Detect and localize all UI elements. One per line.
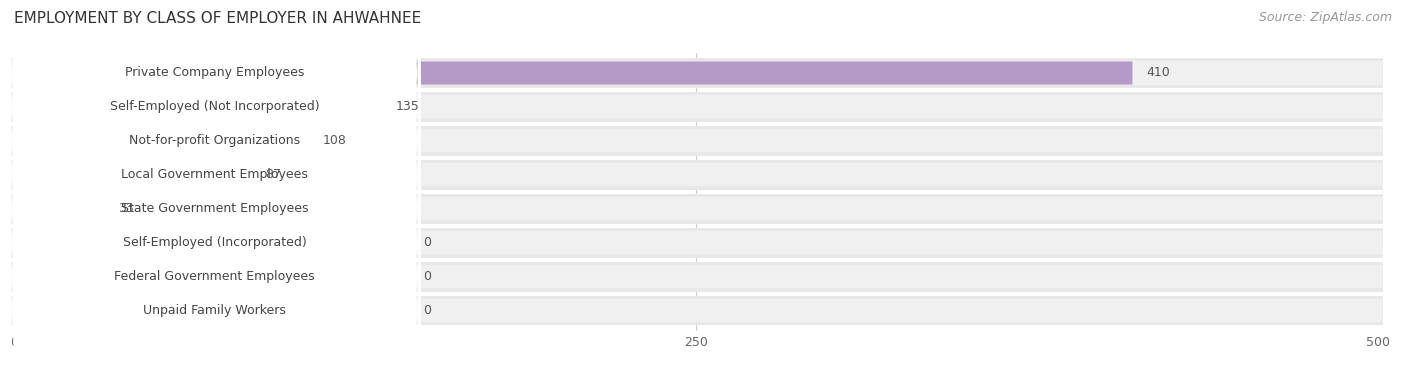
FancyBboxPatch shape xyxy=(8,0,420,367)
FancyBboxPatch shape xyxy=(8,61,1384,85)
FancyBboxPatch shape xyxy=(8,296,1384,326)
FancyBboxPatch shape xyxy=(8,231,1384,254)
FancyBboxPatch shape xyxy=(8,197,1384,220)
FancyBboxPatch shape xyxy=(8,118,420,376)
FancyBboxPatch shape xyxy=(8,228,1384,258)
FancyBboxPatch shape xyxy=(8,50,420,376)
FancyBboxPatch shape xyxy=(8,96,1384,118)
FancyBboxPatch shape xyxy=(8,265,1384,288)
FancyBboxPatch shape xyxy=(14,163,409,186)
Text: Not-for-profit Organizations: Not-for-profit Organizations xyxy=(129,134,299,147)
FancyBboxPatch shape xyxy=(14,299,409,322)
Text: Local Government Employees: Local Government Employees xyxy=(121,168,308,181)
Text: State Government Employees: State Government Employees xyxy=(121,202,308,215)
Text: 0: 0 xyxy=(423,270,432,283)
FancyBboxPatch shape xyxy=(14,197,409,220)
FancyBboxPatch shape xyxy=(8,58,1384,88)
Text: EMPLOYMENT BY CLASS OF EMPLOYER IN AHWAHNEE: EMPLOYMENT BY CLASS OF EMPLOYER IN AHWAH… xyxy=(14,11,422,26)
Text: 410: 410 xyxy=(1146,67,1170,79)
Text: Federal Government Employees: Federal Government Employees xyxy=(114,270,315,283)
FancyBboxPatch shape xyxy=(8,0,420,266)
Text: Self-Employed (Not Incorporated): Self-Employed (Not Incorporated) xyxy=(110,100,319,114)
Text: 33: 33 xyxy=(118,202,134,215)
FancyBboxPatch shape xyxy=(8,84,420,376)
Text: Self-Employed (Incorporated): Self-Employed (Incorporated) xyxy=(122,236,307,249)
FancyBboxPatch shape xyxy=(8,129,1384,152)
FancyBboxPatch shape xyxy=(14,265,409,288)
FancyBboxPatch shape xyxy=(8,262,1384,291)
FancyBboxPatch shape xyxy=(8,194,1384,224)
Text: Source: ZipAtlas.com: Source: ZipAtlas.com xyxy=(1258,11,1392,24)
FancyBboxPatch shape xyxy=(8,299,1384,322)
FancyBboxPatch shape xyxy=(14,129,409,152)
FancyBboxPatch shape xyxy=(14,96,409,118)
Text: 0: 0 xyxy=(423,236,432,249)
Text: 108: 108 xyxy=(322,134,346,147)
FancyBboxPatch shape xyxy=(8,126,1384,156)
FancyBboxPatch shape xyxy=(8,16,420,376)
Text: 0: 0 xyxy=(423,304,432,317)
Text: 87: 87 xyxy=(264,168,281,181)
FancyBboxPatch shape xyxy=(14,231,409,254)
Text: 135: 135 xyxy=(396,100,419,114)
FancyBboxPatch shape xyxy=(8,0,420,300)
FancyBboxPatch shape xyxy=(14,61,1132,85)
FancyBboxPatch shape xyxy=(8,92,1384,122)
Text: Unpaid Family Workers: Unpaid Family Workers xyxy=(143,304,285,317)
FancyBboxPatch shape xyxy=(8,163,1384,186)
Text: Private Company Employees: Private Company Employees xyxy=(125,67,304,79)
FancyBboxPatch shape xyxy=(8,0,420,334)
FancyBboxPatch shape xyxy=(8,160,1384,190)
